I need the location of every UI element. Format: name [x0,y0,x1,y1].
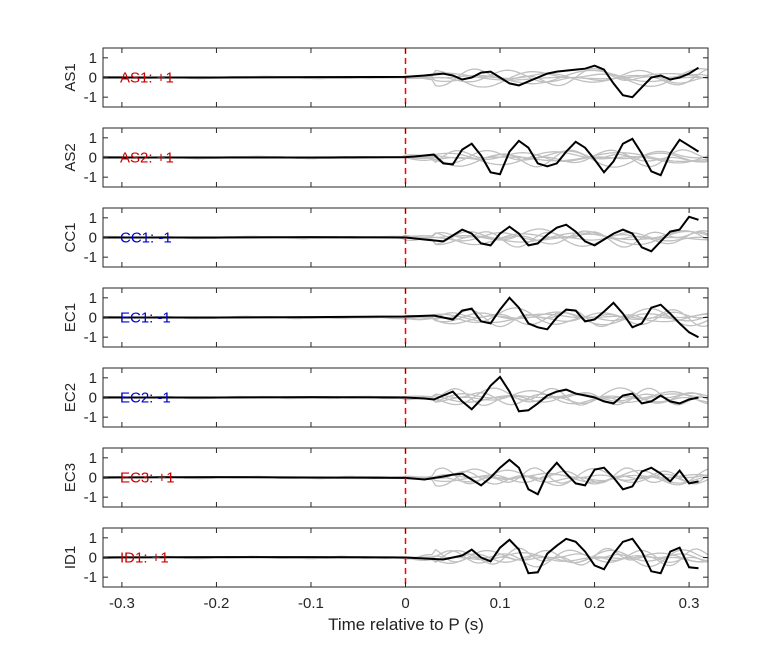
polarity-label: EC1: -1 [120,310,171,327]
stacked-trace [103,64,700,99]
stacked-trace [103,537,699,575]
polarity-label: EC2: -1 [120,390,171,407]
polarity-label: EC3: +1 [120,470,175,487]
y-tick-label: 1 [89,130,97,147]
x-tick-label: 0 [401,595,409,612]
stacked-trace [103,375,699,413]
x-tick-label: 0.2 [584,595,605,612]
polarity-label: AS2: +1 [120,150,174,167]
y-tick-label: 1 [89,530,97,547]
y-tick-label: 1 [89,290,97,307]
panel-ylabel: AS2 [62,143,79,171]
panel-ylabel: EC1 [62,303,79,332]
y-tick-label: 1 [89,370,97,387]
y-tick-label: 0 [89,470,97,487]
stacked-trace [103,296,699,339]
panel-ylabel: EC3 [62,463,79,492]
x-tick-label: 0.1 [490,595,511,612]
panels-group: -1 0 1 AS1 AS1: +1 -1 0 1 AS2 AS2: +1 -1 0 1 CC1 CC1: … [62,47,709,588]
y-tick-label: 0 [89,230,97,247]
polarity-label: AS1: +1 [120,70,174,87]
panel-ec1: -1 0 1 EC1 EC1: -1 [62,287,709,348]
stacked-trace [103,137,700,177]
y-tick-label: 1 [89,210,97,227]
panel-cc1: -1 0 1 CC1 CC1: -1 [62,207,709,268]
x-axis-label: Time relative to P (s) [328,615,484,634]
panel-ylabel: AS1 [62,63,79,91]
y-tick-label: 1 [89,50,97,67]
y-tick-label: 0 [89,150,97,167]
y-tick-label: -1 [84,249,97,266]
x-axis: -0.3 -0.2 -0.1 0 0.1 0.2 0.3 [109,595,700,612]
panel-ylabel: ID1 [62,546,79,569]
panel-ec3: -1 0 1 EC3 EC3: +1 [62,447,709,508]
x-tick-label: -0.1 [298,595,324,612]
stacked-trace [103,215,699,253]
y-tick-label: -1 [84,169,97,186]
panel-id1: -1 0 1 ID1 ID1: +1 [62,527,709,588]
panel-as2: -1 0 1 AS2 AS2: +1 [62,127,709,188]
y-tick-label: 0 [89,390,97,407]
y-tick-label: 0 [89,310,97,327]
stacked-trace [103,458,699,496]
panel-as1: -1 0 1 AS1 AS1: +1 [62,47,709,108]
y-tick-label: -1 [84,409,97,426]
panel-ylabel: CC1 [62,222,79,252]
polarity-label: ID1: +1 [120,550,169,567]
y-tick-label: -1 [84,489,97,506]
x-tick-label: 0.3 [679,595,700,612]
panel-ylabel: EC2 [62,383,79,412]
panel-plot-area [103,137,708,177]
y-tick-label: -1 [84,329,97,346]
y-tick-label: 0 [89,550,97,567]
y-tick-label: 0 [89,70,97,87]
x-tick-label: -0.2 [204,595,230,612]
polarity-label: CC1: -1 [120,230,172,247]
panel-ec2: -1 0 1 EC2 EC2: -1 [62,367,709,428]
y-tick-label: -1 [84,569,97,586]
x-tick-label: -0.3 [109,595,135,612]
y-tick-label: 1 [89,450,97,467]
y-tick-label: -1 [84,89,97,106]
